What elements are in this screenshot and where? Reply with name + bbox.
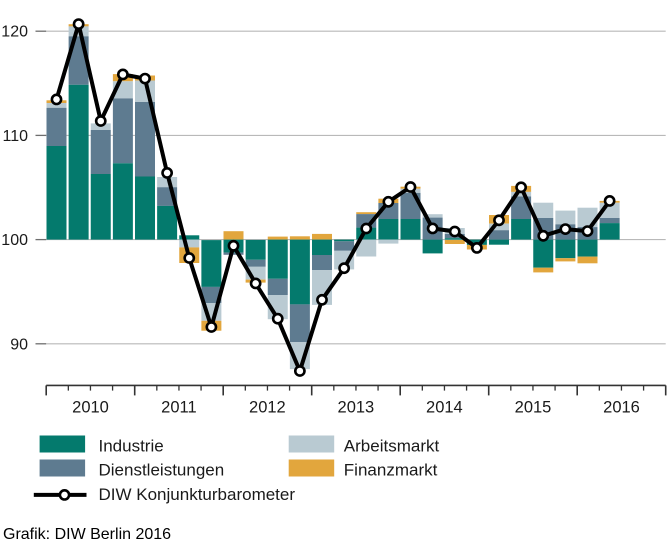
svg-text:100: 100	[1, 232, 28, 249]
svg-text:2014: 2014	[426, 399, 463, 417]
svg-text:Arbeitsmarkt: Arbeitsmarkt	[344, 437, 440, 456]
svg-text:Industrie: Industrie	[99, 437, 164, 456]
svg-text:2011: 2011	[161, 399, 196, 417]
svg-text:90: 90	[10, 336, 28, 353]
svg-text:Finanzmarkt: Finanzmarkt	[344, 461, 438, 480]
svg-text:2012: 2012	[249, 399, 286, 417]
svg-text:120: 120	[1, 24, 28, 41]
svg-text:DIW Konjunkturbarometer: DIW Konjunkturbarometer	[99, 485, 296, 504]
svg-text:2016: 2016	[603, 399, 640, 417]
svg-text:2015: 2015	[515, 399, 552, 417]
svg-text:Dienstleistungen: Dienstleistungen	[99, 461, 225, 480]
svg-text:2010: 2010	[72, 399, 109, 417]
svg-text:110: 110	[2, 128, 28, 145]
svg-text:2013: 2013	[338, 399, 375, 417]
svg-text:Grafik: DIW Berlin 2016: Grafik: DIW Berlin 2016	[3, 526, 171, 543]
